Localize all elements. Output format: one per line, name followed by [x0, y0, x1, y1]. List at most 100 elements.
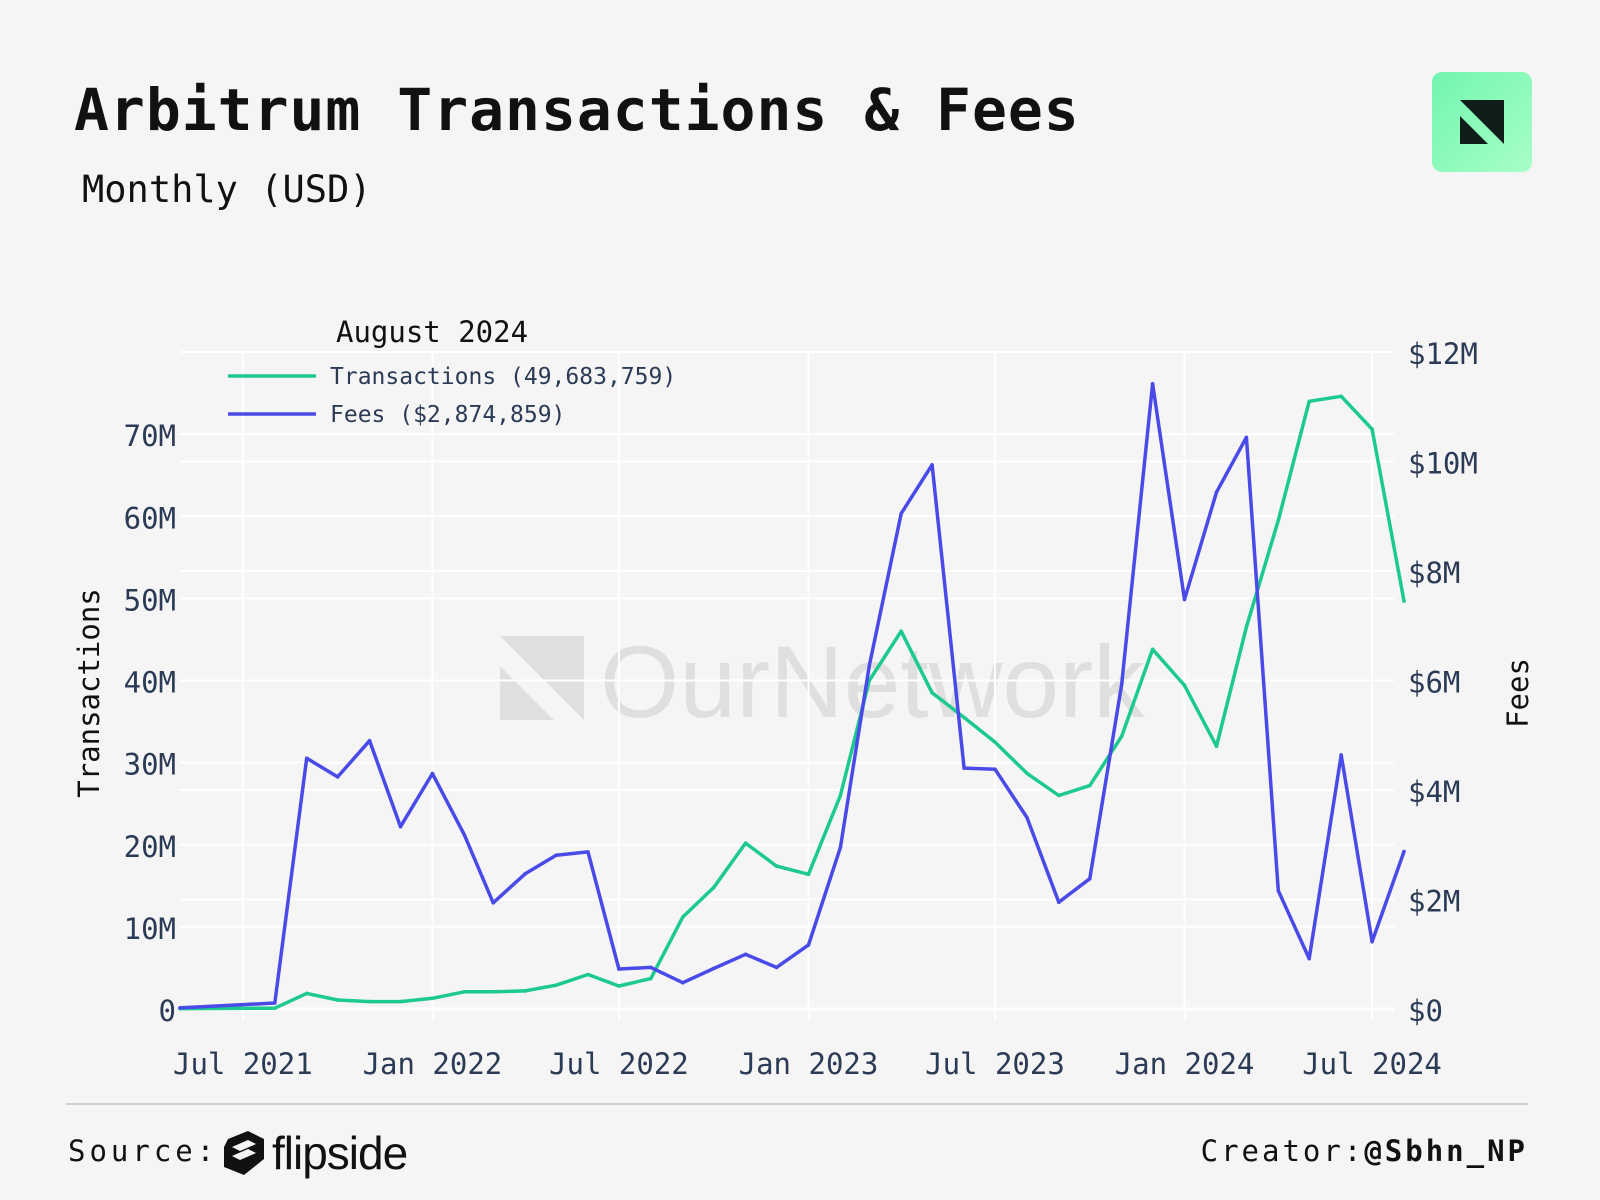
transactions-data-point: [711, 885, 716, 890]
fees-data-point: [1307, 956, 1312, 961]
fees-series-line: [178, 382, 1406, 1010]
transactions-data-point: [554, 983, 558, 987]
transactions-data-point: [899, 629, 904, 634]
fees-data-point: [1087, 876, 1092, 881]
series-layer: [178, 381, 1406, 1011]
y-left-tick-label: 40M: [124, 666, 176, 700]
fees-data-point: [680, 980, 685, 985]
fees-data-point: [335, 775, 340, 779]
fees-data-point: [1244, 435, 1249, 440]
fees-data-point: [272, 1001, 277, 1005]
transactions-data-point: [1087, 783, 1092, 788]
transactions-data-point: [1307, 399, 1312, 404]
fees-data-point: [178, 1006, 182, 1010]
transactions-data-point: [743, 841, 748, 845]
transactions-data-point: [774, 864, 779, 868]
x-tick-label: Jan 2024: [1115, 1047, 1255, 1081]
transactions-data-point: [1276, 518, 1281, 523]
transactions-data-point: [1370, 427, 1374, 431]
fees-data-point: [930, 462, 934, 467]
transactions-data-point: [993, 740, 997, 744]
x-tick-label: Jan 2023: [739, 1047, 879, 1081]
y-left-tick-label: 50M: [124, 583, 176, 617]
transactions-data-point: [335, 998, 340, 1002]
fees-data-point: [586, 850, 590, 854]
creator-label: Creator:: [1200, 1134, 1365, 1168]
fees-data-point: [430, 771, 435, 776]
y-left-tick-label: 0: [159, 994, 176, 1028]
transactions-data-point: [491, 989, 496, 994]
fees-data-point: [899, 511, 904, 516]
transactions-data-point: [523, 989, 527, 993]
source-label: Source:: [68, 1134, 219, 1168]
transactions-data-point: [1057, 793, 1061, 798]
transactions-data-point: [1025, 771, 1029, 776]
y-right-tick-label: $0: [1408, 994, 1443, 1028]
fees-data-point: [1339, 753, 1343, 757]
fees-data-point: [649, 965, 653, 970]
fees-data-point: [554, 853, 558, 857]
x-tick-label: Jul 2021: [173, 1047, 313, 1081]
legend-item-transactions[interactable]: Transactions (49,683,759): [330, 364, 676, 390]
fees-data-point: [867, 663, 872, 668]
transactions-data-point: [430, 996, 435, 1001]
transactions-data-point: [930, 691, 934, 695]
transactions-data-point: [617, 984, 621, 988]
fees-data-point: [1057, 900, 1061, 905]
legend[interactable]: August 2024 Transactions (49,683,759) Fees…: [228, 315, 676, 428]
fees-data-point: [1276, 888, 1281, 893]
transactions-data-point: [1402, 599, 1406, 603]
x-tick-label: Jul 2024: [1302, 1047, 1442, 1081]
transactions-data-point: [1182, 683, 1187, 688]
chart-subtitle: Monthly (USD): [82, 168, 372, 211]
y-left-tick-label: 10M: [124, 912, 176, 946]
transactions-data-point: [398, 999, 403, 1004]
fees-data-point: [743, 952, 748, 957]
y-right-tick-label: $10M: [1408, 447, 1478, 481]
fees-data-point: [711, 966, 716, 971]
y-right-tick-label: $6M: [1408, 666, 1460, 700]
chart-title: Arbitrum Transactions & Fees: [74, 76, 1080, 144]
watermark-logo-icon: [500, 636, 584, 720]
fees-data-point: [462, 833, 467, 837]
fees-data-point: [1402, 849, 1406, 854]
y-left-tick-label: 60M: [124, 501, 176, 535]
legend-item-fees[interactable]: Fees ($2,874,859): [330, 402, 565, 428]
transactions-data-point: [272, 1006, 277, 1010]
y-left-tick-label: 20M: [124, 830, 176, 864]
transactions-series-line: [178, 394, 1406, 1011]
fees-data-point: [838, 845, 843, 850]
y-right-tick-label: $2M: [1408, 885, 1460, 919]
flipside-wordmark: flipside: [272, 1127, 408, 1179]
y-left-axis-title: Transactions: [72, 588, 106, 798]
transactions-data-point: [962, 715, 966, 720]
ournetwork-logo-icon: [1460, 100, 1504, 144]
transactions-data-point: [304, 991, 309, 996]
transactions-data-point: [1244, 625, 1249, 629]
fees-data-point: [1025, 815, 1029, 820]
fees-data-point: [617, 967, 621, 971]
legend-title: August 2024: [336, 315, 528, 349]
y-right-tick-label: $12M: [1408, 337, 1478, 371]
fees-data-point: [962, 766, 966, 770]
fees-data-point: [398, 824, 403, 829]
transactions-data-point: [1339, 394, 1343, 399]
y-right-tick-label: $8M: [1408, 556, 1460, 590]
fees-data-point: [1150, 381, 1155, 386]
fees-data-point: [367, 738, 372, 743]
transactions-data-point: [586, 972, 590, 977]
creator-handle[interactable]: @Sbhn_NP: [1364, 1134, 1528, 1168]
x-tick-label: Jan 2022: [363, 1047, 503, 1081]
fees-data-point: [1370, 939, 1374, 944]
transactions-data-point: [649, 976, 653, 981]
x-tick-label: Jul 2022: [549, 1047, 689, 1081]
axes: 0 10M 20M 30M 40M 50M 60M 70M $0 $2M $4M $6M $8M $10M…: [72, 337, 1535, 1081]
footer-divider: [66, 1103, 1528, 1105]
y-right-tick-label: $4M: [1408, 775, 1460, 809]
fees-data-point: [523, 871, 527, 876]
transactions-data-point: [1119, 734, 1124, 739]
fees-data-point: [774, 965, 779, 970]
transactions-data-point: [367, 999, 372, 1004]
fees-data-point: [1182, 597, 1187, 602]
